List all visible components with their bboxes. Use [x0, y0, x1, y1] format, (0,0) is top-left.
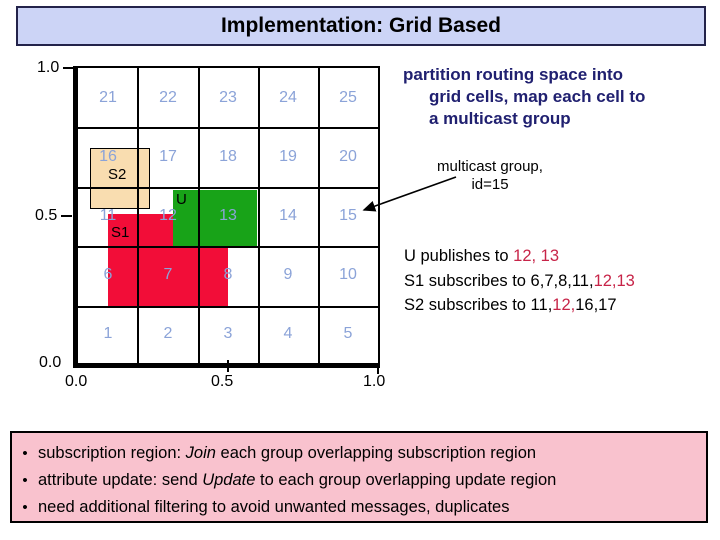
pubsub-red-cells: 12, — [552, 296, 576, 314]
bullet-text-italic: Update — [202, 471, 256, 489]
pubsub-text: S2 subscribes to 11, — [404, 296, 553, 314]
pubsub-red-cells: 12, 13 — [513, 247, 560, 265]
bullet-subscription-region: • subscription region: Join each group o… — [12, 440, 706, 467]
bullet-text: subscription region: Join each group ove… — [38, 440, 536, 467]
partition-note-line: a multicast group — [429, 109, 571, 128]
grid-cell: 22 — [159, 88, 177, 106]
multicast-group-note-line: multicast group, — [437, 158, 543, 175]
bullet-text-pre: subscription region: — [38, 444, 186, 462]
pubsub-red-cells: 12,13 — [593, 271, 635, 290]
routing-grid: 21 22 23 24 25 16 17 18 19 20 11 12 13 1… — [73, 66, 380, 368]
y-tick-1 — [63, 67, 73, 69]
s1-label: S1 — [111, 224, 130, 241]
grid-cell: 14 — [279, 206, 297, 224]
grid-cell: 8 — [223, 265, 233, 283]
bullet-text: need additional filtering to avoid unwan… — [38, 494, 509, 521]
bullet-text-pre: attribute update: send — [38, 471, 203, 489]
page-title: Implementation: Grid Based — [220, 14, 502, 37]
grid-line — [318, 68, 320, 363]
u-publish-region — [173, 190, 257, 248]
y-axis-label-1: 1.0 — [37, 59, 60, 76]
grid-line — [78, 127, 378, 129]
u-publishes-line: U publishes to 12, 13 — [404, 244, 714, 269]
u-label: U — [176, 191, 187, 208]
x-axis-label-05: 0.5 — [211, 373, 234, 390]
s2-label: S2 — [108, 166, 127, 183]
bullet-text-pre: need additional filtering to avoid unwan… — [38, 498, 510, 516]
grid-line — [78, 246, 378, 248]
pubsub-text: 16,17 — [575, 296, 617, 314]
bullet-filtering: • need additional filtering to avoid unw… — [12, 494, 706, 521]
grid-cell: 16 — [99, 147, 117, 165]
grid-cell: 3 — [223, 324, 233, 342]
grid-cell: 25 — [339, 88, 357, 106]
s1-subscribes-line: S1 subscribes to 6,7,8,11,12,13 — [404, 269, 714, 294]
bullet-text: attribute update: send Update to each gr… — [38, 467, 556, 494]
y-tick-05 — [61, 215, 72, 217]
grid-cell: 6 — [103, 265, 113, 283]
grid-cells: 21 22 23 24 25 16 17 18 19 20 11 12 13 1… — [78, 68, 378, 363]
bullet-icon: • — [22, 499, 28, 516]
x-tick-1 — [377, 364, 379, 374]
grid-cell: 24 — [279, 88, 297, 106]
grid-cell: 9 — [283, 265, 293, 283]
grid-cell: 13 — [219, 206, 237, 224]
grid-line — [198, 68, 200, 363]
s2-subscription-region — [90, 148, 150, 209]
summary-box: • subscription region: Join each group o… — [10, 431, 708, 523]
title-bar: Implementation: Grid Based — [16, 6, 706, 46]
multicast-group-note: multicast group, id=15 — [424, 158, 556, 194]
grid-cell: 21 — [99, 88, 117, 106]
grid-line — [78, 187, 378, 189]
bullet-text-italic: Join — [185, 444, 216, 462]
grid-cell: 5 — [343, 324, 353, 342]
pubsub-summary: U publishes to 12, 13 S1 subscribes to 6… — [404, 244, 714, 318]
grid-cell: 15 — [339, 206, 357, 224]
bullet-text-post: each group overlapping subscription regi… — [215, 444, 537, 462]
grid-cell: 10 — [339, 265, 357, 283]
grid-cell: 17 — [159, 147, 177, 165]
grid-cell: 18 — [219, 147, 237, 165]
y-axis-label-0: 0.0 — [39, 354, 62, 371]
bullet-icon: • — [22, 472, 28, 489]
grid-cell: 2 — [163, 324, 173, 342]
grid-cell: 12 — [159, 206, 177, 224]
partition-note-line: partition routing space into — [403, 65, 624, 84]
x-axis-label-1: 1.0 — [363, 373, 386, 390]
grid-cell: 1 — [103, 324, 113, 342]
grid-cell: 4 — [283, 324, 293, 342]
grid-cell: 20 — [339, 147, 357, 165]
x-tick-05 — [227, 360, 229, 372]
grid-cell: 23 — [219, 88, 237, 106]
partition-note-line: grid cells, map each cell to — [429, 87, 646, 106]
bullet-attribute-update: • attribute update: send Update to each … — [12, 467, 706, 494]
grid-cell: 7 — [163, 265, 173, 283]
pubsub-text: S1 subscribes to 6,7,8,11, — [404, 271, 594, 290]
bullet-icon: • — [22, 445, 28, 462]
y-axis-label-05: 0.5 — [35, 207, 58, 224]
bullet-text-post: to each group overlapping update region — [255, 471, 557, 489]
multicast-group-id: id=15 — [471, 176, 509, 193]
grid-cell: 19 — [279, 147, 297, 165]
arrow-to-cell-15 — [362, 176, 457, 212]
grid-line — [137, 68, 139, 363]
grid-line — [78, 306, 378, 308]
partition-note: partition routing space into grid cells,… — [403, 64, 718, 130]
x-axis-label-0: 0.0 — [65, 373, 88, 390]
grid-line — [258, 68, 260, 363]
s2-subscribes-line: S2 subscribes to 11,12,16,17 — [404, 293, 714, 318]
pubsub-text: U publishes to — [404, 247, 514, 265]
grid-cell: 11 — [99, 206, 117, 224]
